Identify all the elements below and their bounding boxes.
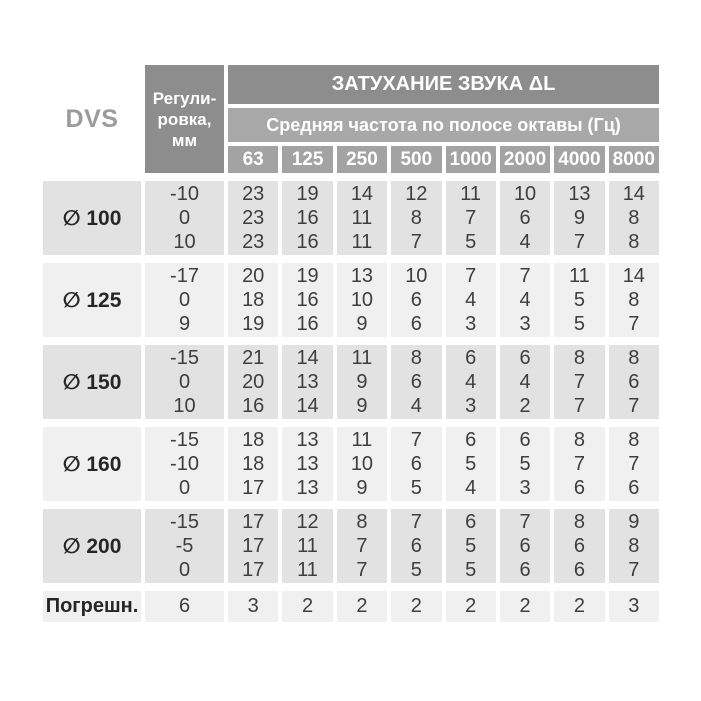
attenuation-values-cell: 20 18 19 [228,263,279,337]
attenuation-values-cell: 14 8 7 [608,263,659,337]
frequency-header-250: 250 [336,146,388,173]
attenuation-values-cell: 14 11 11 [336,181,388,255]
attenuation-values-cell: 6 4 3 [445,345,496,419]
attenuation-values-cell: 17 17 17 [228,509,279,583]
attenuation-values-cell: 8 7 6 [554,427,605,501]
error-value-cell: 2 [282,591,333,622]
frequency-header-1000: 1000 [445,146,496,173]
table-body: ∅ 100 -10 0 10 23 23 23 19 16 16 14 11 11 12 … [43,181,659,622]
attenuation-values-cell: 13 10 9 [336,263,388,337]
attenuation-values-cell: 10 6 4 [499,181,551,255]
attenuation-values-cell: 8 6 7 [608,345,659,419]
attenuation-values-cell: 8 7 7 [554,345,605,419]
regulation-values-cell: -10 0 10 [145,181,224,255]
error-value-cell: 2 [499,591,551,622]
frequency-header-125: 125 [282,146,333,173]
attenuation-values-cell: 14 13 14 [282,345,333,419]
attenuation-values-cell: 8 7 7 [336,509,388,583]
attenuation-values-cell: 8 7 6 [608,427,659,501]
diameter-group-row: ∅ 100 -10 0 10 23 23 23 19 16 16 14 11 11 12 … [43,181,659,255]
attenuation-values-cell: 6 5 3 [499,427,551,501]
diameter-group-row: ∅ 125 -17 0 9 20 18 19 19 16 16 13 10 9 10 6 … [43,263,659,337]
error-value-cell: 2 [336,591,388,622]
regulation-values-cell: -15 0 10 [145,345,224,419]
error-value-cell: 2 [554,591,605,622]
attenuation-values-cell: 19 16 16 [282,263,333,337]
frequency-header-500: 500 [391,146,442,173]
diameter-label: ∅ 100 [43,181,141,255]
attenuation-values-cell: 8 6 6 [554,509,605,583]
attenuation-values-cell: 13 9 7 [554,181,605,255]
regulation-values-cell: -15 -5 0 [145,509,224,583]
diameter-label: ∅ 125 [43,263,141,337]
attenuation-values-cell: 7 4 3 [499,263,551,337]
attenuation-values-cell: 11 7 5 [445,181,496,255]
attenuation-values-cell: 12 8 7 [391,181,442,255]
regulation-values-cell: -15 -10 0 [145,427,224,501]
attenuation-values-cell: 7 6 5 [391,509,442,583]
regulation-values-cell: -17 0 9 [145,263,224,337]
attenuation-values-cell: 12 11 11 [282,509,333,583]
attenuation-values-cell: 7 6 5 [391,427,442,501]
error-value-cell: 2 [391,591,442,622]
attenuation-values-cell: 23 23 23 [228,181,279,255]
error-row: Погрешн. 6 3 2 2 2 2 2 2 3 [43,591,659,622]
diameter-label: ∅ 200 [43,509,141,583]
attenuation-title-cell: ЗАТУХАНИЕ ЗВУКА ΔL [228,65,659,104]
regulation-header-cell: Регули- ровка, мм [145,65,224,173]
error-value-cell: 3 [228,591,279,622]
attenuation-values-cell: 7 6 6 [499,509,551,583]
attenuation-table: DVS Регули- ровка, мм ЗАТУХАНИЕ ЗВУКА ΔL… [43,65,659,622]
attenuation-values-cell: 6 5 5 [445,509,496,583]
diameter-label: ∅ 160 [43,427,141,501]
error-regulation-value: 6 [145,591,224,622]
error-value-cell: 3 [608,591,659,622]
product-series-label: DVS [65,104,119,133]
attenuation-values-cell: 14 8 8 [608,181,659,255]
error-row-label: Погрешн. [43,591,141,622]
diameter-label: ∅ 150 [43,345,141,419]
attenuation-values-cell: 18 18 17 [228,427,279,501]
attenuation-values-cell: 8 6 4 [391,345,442,419]
attenuation-values-cell: 7 4 3 [445,263,496,337]
attenuation-values-cell: 11 5 5 [554,263,605,337]
table-header: DVS Регули- ровка, мм ЗАТУХАНИЕ ЗВУКА ΔL… [43,65,659,173]
frequency-header-2000: 2000 [499,146,551,173]
attenuation-values-cell: 6 5 4 [445,427,496,501]
frequency-subtitle-cell: Средняя частота по полосе октавы (Гц) [228,108,659,142]
attenuation-values-cell: 11 10 9 [336,427,388,501]
attenuation-values-cell: 11 9 9 [336,345,388,419]
attenuation-values-cell: 10 6 6 [391,263,442,337]
attenuation-values-cell: 6 4 2 [499,345,551,419]
attenuation-values-cell: 13 13 13 [282,427,333,501]
attenuation-values-cell: 21 20 16 [228,345,279,419]
frequency-header-63: 63 [228,146,279,173]
attenuation-values-cell: 9 8 7 [608,509,659,583]
attenuation-values-cell: 19 16 16 [282,181,333,255]
frequency-header-8000: 8000 [608,146,659,173]
error-value-cell: 2 [445,591,496,622]
frequency-header-4000: 4000 [554,146,605,173]
